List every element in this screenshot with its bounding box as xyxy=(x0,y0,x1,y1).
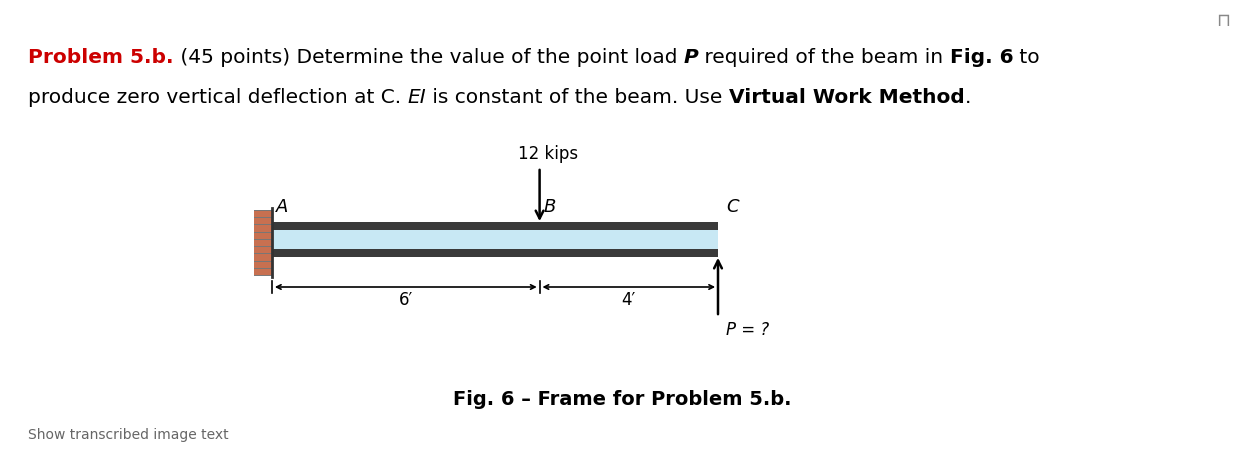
Bar xyxy=(254,210,272,275)
Text: P: P xyxy=(683,48,698,67)
Text: A: A xyxy=(276,198,289,216)
Bar xyxy=(272,249,718,257)
Text: EI: EI xyxy=(408,88,427,107)
Text: Show transcribed image text: Show transcribed image text xyxy=(29,428,229,442)
Bar xyxy=(272,222,718,230)
Text: 12 kips: 12 kips xyxy=(518,145,577,163)
Text: 4′: 4′ xyxy=(622,291,636,309)
Text: C: C xyxy=(726,198,739,216)
Text: .: . xyxy=(964,88,972,107)
Text: Fig. 6 – Frame for Problem 5.b.: Fig. 6 – Frame for Problem 5.b. xyxy=(453,390,791,409)
Text: to: to xyxy=(1014,48,1040,67)
Text: (45 points) Determine the value of the point load: (45 points) Determine the value of the p… xyxy=(173,48,683,67)
Bar xyxy=(272,230,718,249)
Text: Problem 5.b.: Problem 5.b. xyxy=(29,48,173,67)
Text: B: B xyxy=(544,198,556,216)
Text: is constant of the beam. Use: is constant of the beam. Use xyxy=(427,88,729,107)
Text: ⊓: ⊓ xyxy=(1215,12,1230,30)
Text: produce zero vertical deflection at C.: produce zero vertical deflection at C. xyxy=(29,88,408,107)
Text: required of the beam in: required of the beam in xyxy=(698,48,949,67)
Text: Fig. 6: Fig. 6 xyxy=(949,48,1014,67)
Text: P = ?: P = ? xyxy=(726,321,769,339)
Text: 6′: 6′ xyxy=(398,291,413,309)
Text: Virtual Work Method: Virtual Work Method xyxy=(729,88,964,107)
